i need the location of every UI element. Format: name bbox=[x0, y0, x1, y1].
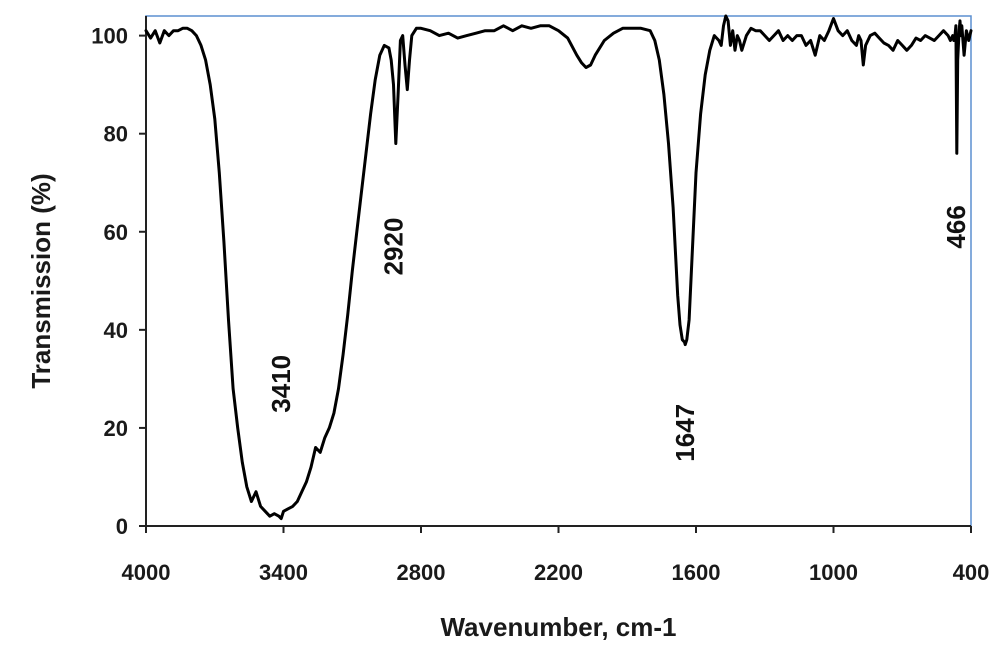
peak-annotations: 3410 2920 1647 466 bbox=[266, 205, 971, 462]
peak-label: 1647 bbox=[670, 404, 700, 462]
x-tick-label: 400 bbox=[953, 560, 990, 585]
peak-label: 2920 bbox=[379, 218, 409, 276]
x-tick-label: 3400 bbox=[259, 560, 308, 585]
plot-area bbox=[144, 14, 973, 527]
peak-label: 3410 bbox=[266, 355, 296, 413]
series-line bbox=[144, 14, 973, 521]
x-tick-label: 1600 bbox=[672, 560, 721, 585]
x-axis-ticks: 4000 3400 2800 2200 1600 1000 400 bbox=[122, 526, 990, 585]
x-tick-label: 4000 bbox=[122, 560, 171, 585]
plot-frame bbox=[145, 15, 972, 527]
x-tick-label: 2800 bbox=[397, 560, 446, 585]
x-axis-title: Wavenumber, cm-1 bbox=[440, 612, 676, 642]
y-tick-label: 60 bbox=[104, 220, 128, 245]
y-tick-label: 0 bbox=[116, 514, 128, 539]
y-tick-label: 40 bbox=[104, 318, 128, 343]
x-tick-label: 1000 bbox=[809, 560, 858, 585]
y-tick-label: 80 bbox=[104, 122, 128, 147]
peak-label: 466 bbox=[941, 205, 971, 248]
y-axis-ticks: 0 20 40 60 80 100 bbox=[91, 24, 146, 539]
x-tick-label: 2200 bbox=[534, 560, 583, 585]
y-tick-label: 20 bbox=[104, 416, 128, 441]
y-tick-label: 100 bbox=[91, 24, 128, 49]
y-axis-title: Transmission (%) bbox=[26, 173, 56, 388]
